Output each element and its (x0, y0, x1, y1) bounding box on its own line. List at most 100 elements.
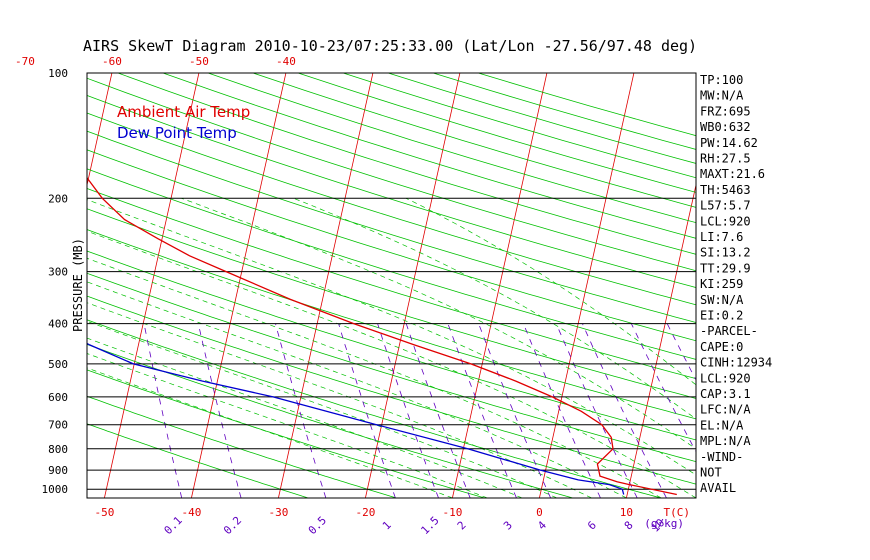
index-row: CAPE:0 (700, 340, 743, 354)
index-row: PW:14.62 (700, 136, 758, 150)
dry-adiabat-line (87, 423, 309, 498)
bottom-temp-tick-label: -30 (268, 506, 288, 519)
mixing-ratio-label: 4 (535, 518, 549, 532)
top-temp-tick-label: -60 (102, 55, 122, 68)
mixing-ratio-line (143, 323, 183, 498)
dry-adiabat-line (87, 149, 696, 342)
mixing-ratio-line (582, 323, 667, 498)
index-row: AVAIL (700, 481, 736, 495)
dry-adiabat-line (87, 168, 696, 360)
dry-adiabat-line (87, 208, 696, 399)
dry-adiabat-line (388, 73, 696, 164)
dry-adiabat-line (87, 188, 696, 380)
index-row: MW:N/A (700, 89, 744, 103)
moist-adiabat-line (87, 257, 662, 498)
index-row: WB0:632 (700, 120, 751, 134)
mixing-ratio-line (478, 323, 551, 498)
dry-adiabat-line (117, 73, 696, 255)
top-temp-tick-label: -40 (276, 55, 296, 68)
moist-adiabat-line (87, 320, 557, 498)
dry-adiabat-line (87, 295, 696, 485)
index-row: EL:N/A (700, 418, 744, 432)
moist-adiabat-line (293, 197, 696, 420)
isotherm-line (626, 183, 696, 498)
bottom-temp-tick-label: 0 (536, 506, 543, 519)
bottom-temp-tick-label: -10 (442, 506, 462, 519)
dry-adiabat-line (87, 130, 696, 323)
dew-point-temp-line (87, 342, 625, 495)
pressure-tick-label: 800 (48, 443, 68, 456)
index-row: CAP:3.1 (700, 387, 751, 401)
index-row: FRZ:695 (700, 104, 751, 118)
index-row: SW:N/A (700, 293, 744, 307)
temperature-axis-unit: T(C) (664, 506, 691, 519)
mixing-ratio-label: 1 (380, 519, 394, 533)
mixing-ratio-line (757, 324, 863, 498)
index-row: MPL:N/A (700, 434, 751, 448)
dry-adiabat-line (87, 250, 696, 441)
moist-adiabat-line (87, 230, 696, 498)
mixing-ratio-label: 3 (501, 519, 515, 533)
mixing-ratio-label: 0.5 (306, 514, 329, 537)
index-row: LFC:N/A (700, 403, 751, 417)
index-row: LCL:920 (700, 214, 751, 228)
mixing-ratio-label: 8 (622, 519, 636, 533)
y-axis-label: PRESSURE (MB) (71, 238, 85, 332)
isotherm-line (278, 73, 374, 498)
pressure-tick-label: 200 (48, 192, 68, 205)
pressure-tick-label: 400 (48, 318, 68, 331)
index-row: MAXT:21.6 (700, 167, 765, 181)
dry-adiabat-line (87, 319, 662, 498)
pressure-tick-label: 100 (48, 67, 68, 80)
index-row: CINH:12934 (700, 356, 772, 370)
isotherm-line (800, 73, 870, 498)
isotherm-line (104, 73, 200, 498)
mixing-ratio-label: 0.2 (221, 514, 244, 537)
mixing-ratio-line (555, 323, 638, 498)
moist-adiabat-line (87, 281, 627, 498)
bottom-temp-tick-label: 10 (620, 506, 633, 519)
mixing-ratio-label: 2 (455, 519, 469, 533)
pressure-tick-label: 700 (48, 419, 68, 432)
pressure-tick-label: 600 (48, 391, 68, 404)
index-row: KI:259 (700, 277, 743, 291)
dry-adiabat-line (297, 73, 696, 193)
index-row: NOT (700, 466, 722, 480)
pressure-tick-label: 900 (48, 464, 68, 477)
mixing-ratio-line (405, 323, 471, 498)
bottom-temp-tick-label: -20 (355, 506, 375, 519)
mixing-ratio-line (666, 323, 696, 381)
legend-ambient-air-temp: Ambient Air Temp (117, 103, 250, 121)
index-row: SI:13.2 (700, 246, 751, 260)
index-row: RH:27.5 (700, 152, 751, 166)
bottom-temp-tick-label: -50 (94, 506, 114, 519)
moist-adiabat-line (87, 353, 488, 498)
dry-adiabat-line (87, 272, 696, 463)
index-row: TH:5463 (700, 183, 751, 197)
profiles-layer (87, 176, 677, 496)
dry-adiabat-line (87, 95, 696, 288)
mixing-ratio-unit: (g/kg) (644, 517, 684, 530)
chart-title: AIRS SkewT Diagram 2010-10-23/07:25:33.0… (83, 37, 697, 55)
dry-adiabat-line (87, 229, 696, 420)
index-row: -WIND- (700, 450, 743, 464)
isotherm-line (539, 73, 635, 498)
dry-adiabat-line (87, 77, 696, 272)
moist-adiabat-line (405, 197, 696, 386)
mixing-ratio-label: 6 (585, 519, 599, 533)
mixing-ratio-line (523, 323, 601, 498)
isotherm-line (87, 73, 113, 187)
dry-adiabat-line (87, 369, 485, 498)
moist-adiabat-line (87, 367, 453, 498)
moist-adiabat-line (181, 197, 696, 450)
pressure-tick-label: 300 (48, 266, 68, 279)
index-row: LI:7.6 (700, 230, 743, 244)
pressure-tick-label: 1000 (42, 483, 69, 496)
index-row: -PARCEL- (700, 324, 758, 338)
top-temp-tick-label: -50 (189, 55, 209, 68)
index-row: LCL:920 (700, 371, 751, 385)
dry-adiabat-line (87, 112, 696, 306)
ambient-air-temp-line (87, 176, 677, 496)
isotherm-line (0, 73, 25, 498)
